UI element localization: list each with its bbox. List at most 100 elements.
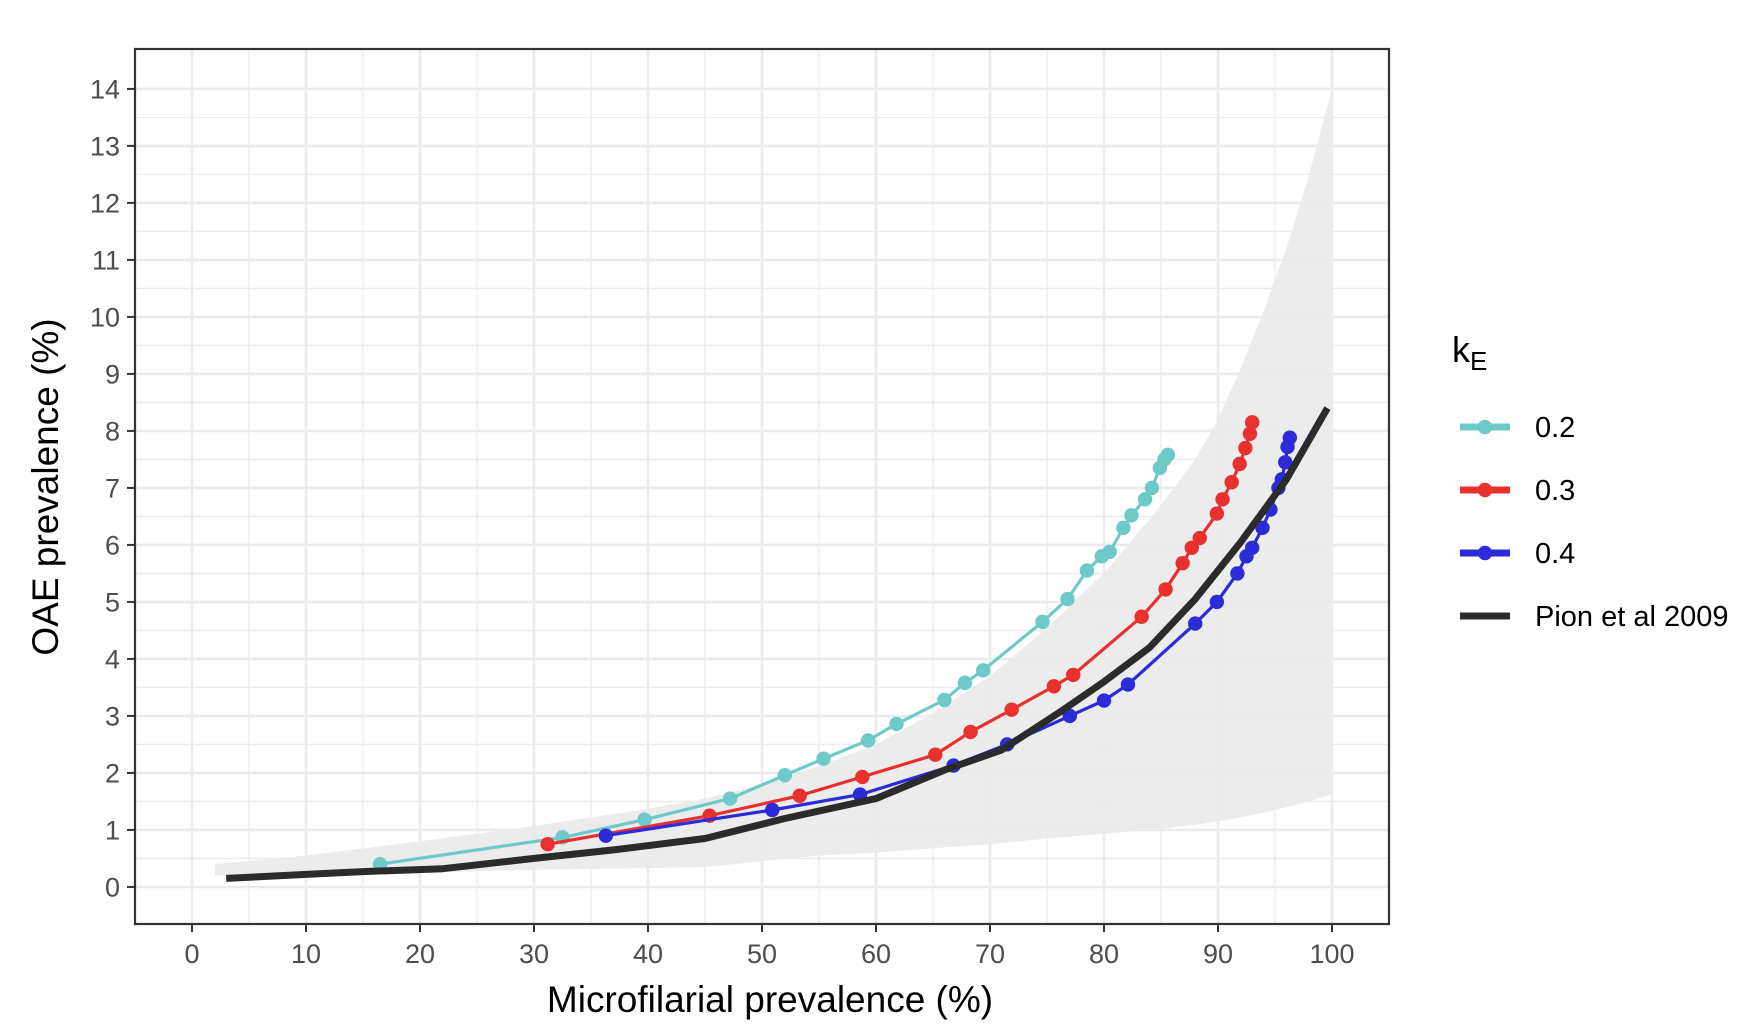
x-tick-label-30: 30 <box>519 939 549 969</box>
y-tick-label-6: 6 <box>105 530 120 560</box>
x-tick-label-50: 50 <box>747 939 777 969</box>
y-tick-label-4: 4 <box>105 644 120 674</box>
data-point-0-2-9 <box>957 675 973 691</box>
data-point-0-4-13 <box>1255 520 1270 536</box>
data-point-0-2-2 <box>637 812 652 827</box>
data-point-0-2-22 <box>1160 447 1176 463</box>
legend: kE 0.2 0.3 0.4 Pion et al 2009 <box>1452 329 1728 633</box>
data-point-0-2-8 <box>937 692 952 708</box>
data-point-0-4-9 <box>1209 594 1225 610</box>
legend-items: 0.2 0.3 0.4 Pion et al 2009 <box>1460 412 1728 633</box>
data-point-0-4-6 <box>1096 693 1112 708</box>
data-point-0-4-12 <box>1245 540 1260 555</box>
y-axis-title: OAE prevalence (%) <box>25 318 66 655</box>
data-point-0-2-17 <box>1124 508 1139 523</box>
data-point-0-3-18 <box>1238 440 1253 456</box>
data-point-0-4-8 <box>1188 616 1203 631</box>
series-line-pion-et-al-2009 <box>226 406 1331 882</box>
legend-label-pion-et-al-2009: Pion et al 2009 <box>1535 601 1728 633</box>
data-point-0-3-4 <box>928 747 943 762</box>
data-point-0-3-7 <box>1046 679 1062 694</box>
series-layer <box>226 406 1331 882</box>
legend-key-point-0-2 <box>1477 419 1493 435</box>
y-tick-label-8: 8 <box>105 416 120 446</box>
data-point-0-3-11 <box>1175 555 1190 571</box>
y-tick-label-1: 1 <box>105 815 120 845</box>
data-point-0-3-19 <box>1242 426 1258 441</box>
y-tick-label-3: 3 <box>105 701 120 731</box>
data-point-0-3-2 <box>792 788 807 803</box>
data-point-0-2-19 <box>1144 480 1160 496</box>
data-point-0-3-6 <box>1004 702 1019 717</box>
data-point-0-3-13 <box>1192 530 1207 546</box>
series-0-3 <box>540 415 1260 852</box>
data-point-0-3-14 <box>1209 506 1225 521</box>
x-tick-label-80: 80 <box>1089 939 1119 969</box>
data-point-0-2-6 <box>860 733 876 748</box>
x-tick-label-40: 40 <box>633 939 663 969</box>
x-tick-label-10: 10 <box>291 939 321 969</box>
x-tick-label-0: 0 <box>184 939 199 969</box>
data-point-0-2-10 <box>975 663 991 678</box>
axis-ticks-layer: 0 10 20 30 40 50 60 70 80 90 100012345678910111213… <box>90 74 1355 969</box>
y-tick-label-11: 11 <box>92 245 120 275</box>
data-point-0-4-7 <box>1120 677 1136 692</box>
y-tick-label-5: 5 <box>105 587 120 617</box>
legend-item-0-2: 0.2 <box>1460 412 1575 444</box>
data-point-0-3-16 <box>1224 475 1239 490</box>
data-point-0-2-4 <box>777 768 792 783</box>
data-point-0-3-12 <box>1184 540 1199 555</box>
y-tick-label-13: 13 <box>90 131 120 161</box>
series-0-2 <box>372 447 1176 872</box>
data-point-0-3-0 <box>540 836 555 852</box>
legend-key-point-0-4 <box>1477 545 1493 561</box>
legend-label-0-2: 0.2 <box>1535 412 1575 444</box>
x-tick-label-70: 70 <box>975 939 1005 969</box>
data-point-0-3-10 <box>1158 582 1173 597</box>
legend-item-0-3: 0.3 <box>1460 475 1575 507</box>
data-point-0-2-16 <box>1116 520 1131 536</box>
x-tick-label-90: 90 <box>1203 939 1233 969</box>
data-point-0-4-0 <box>598 828 614 843</box>
x-tick-label-100: 100 <box>1309 939 1354 969</box>
data-point-0-4-5 <box>1062 708 1078 724</box>
x-tick-label-60: 60 <box>861 939 891 969</box>
data-point-0-2-18 <box>1137 492 1153 507</box>
confidence-band <box>214 88 1332 876</box>
legend-label-0-4: 0.4 <box>1535 538 1575 570</box>
data-point-0-4-19 <box>1282 430 1298 445</box>
data-point-0-2-12 <box>1060 591 1075 607</box>
legend-label-0-3: 0.3 <box>1535 475 1575 507</box>
y-tick-label-0: 0 <box>105 872 120 902</box>
data-point-0-4-17 <box>1278 455 1293 470</box>
data-point-0-2-15 <box>1102 544 1117 559</box>
legend-title-subscript: E <box>1470 346 1487 376</box>
y-tick-label-12: 12 <box>90 188 120 218</box>
y-tick-label-7: 7 <box>105 473 120 503</box>
legend-title-main: k <box>1452 329 1471 370</box>
data-point-0-3-5 <box>963 724 978 740</box>
y-tick-label-2: 2 <box>105 758 120 788</box>
data-point-0-2-3 <box>722 791 738 806</box>
x-axis-title: Microfilarial prevalence (%) <box>547 979 993 1020</box>
x-tick-label-20: 20 <box>405 939 435 969</box>
legend-item-0-4: 0.4 <box>1460 538 1575 570</box>
data-point-0-4-1 <box>765 802 780 818</box>
data-point-0-4-10 <box>1230 566 1245 581</box>
data-point-0-3-15 <box>1215 492 1230 507</box>
legend-item-pion-et-al-2009: Pion et al 2009 <box>1460 601 1728 633</box>
data-point-0-2-5 <box>816 751 831 766</box>
y-tick-label-14: 14 <box>90 74 120 104</box>
data-point-0-3-8 <box>1066 667 1081 683</box>
legend-key-point-0-3 <box>1477 482 1493 498</box>
data-point-0-2-7 <box>889 716 904 732</box>
confidence-band-layer <box>214 88 1332 876</box>
data-point-0-2-13 <box>1079 563 1095 578</box>
data-point-0-3-3 <box>855 769 870 785</box>
y-tick-label-9: 9 <box>105 359 120 389</box>
data-point-0-3-9 <box>1134 609 1149 624</box>
series-pion-et-al-2009 <box>226 406 1331 882</box>
data-point-0-3-17 <box>1232 456 1247 472</box>
data-point-0-2-11 <box>1035 614 1050 630</box>
